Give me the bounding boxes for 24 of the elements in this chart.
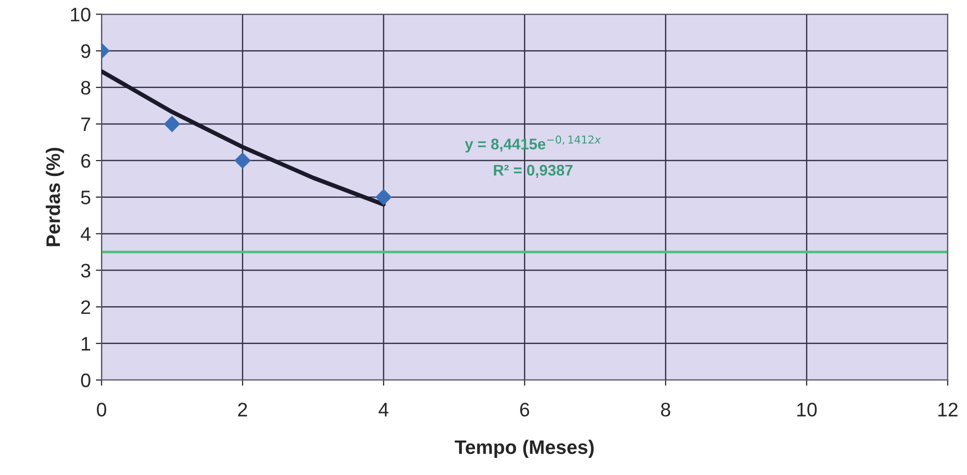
x-tick-label: 0 xyxy=(96,402,106,417)
x-tick-label: 4 xyxy=(378,402,388,416)
y-tick-label: 1 xyxy=(82,337,90,350)
y-tick-label: 3 xyxy=(81,264,90,278)
point xyxy=(234,152,251,169)
y-tick-label: 10 xyxy=(70,8,90,22)
y-tick-label: 8 xyxy=(81,80,90,95)
x-tick-label: 8 xyxy=(661,402,670,417)
y-tick-label: 2 xyxy=(81,300,90,314)
y-tick-label: 5 xyxy=(81,190,90,204)
y-tick-label: 9 xyxy=(81,44,90,58)
y-tick-label: 7 xyxy=(81,118,90,132)
x-tick-label: 12 xyxy=(938,402,958,416)
y-axis-title: Perdas (%) xyxy=(46,148,64,246)
annotation: R² = 0,9387 xyxy=(494,164,573,178)
point xyxy=(164,116,180,132)
point xyxy=(375,188,392,206)
x-tick-label: 6 xyxy=(520,402,530,417)
x-axis-title: Tempo (Meses) xyxy=(454,440,594,458)
y-tick-label: 6 xyxy=(81,154,90,168)
x-tick-label: 10 xyxy=(797,402,817,417)
y-tick-label: 0 xyxy=(81,373,90,388)
y-tick-label: 4 xyxy=(80,227,91,241)
x-tick-label: 2 xyxy=(238,402,247,416)
